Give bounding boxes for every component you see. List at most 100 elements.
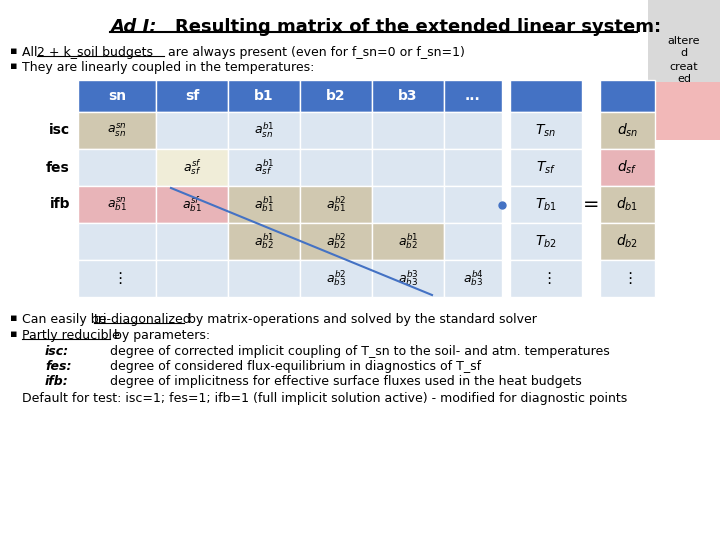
- Text: $a_{b1}^{sn}$: $a_{b1}^{sn}$: [107, 195, 127, 213]
- Bar: [156, 149, 228, 186]
- Text: d: d: [680, 48, 688, 58]
- Text: $a_{sf}^{b1}$: $a_{sf}^{b1}$: [253, 158, 274, 177]
- Bar: [78, 80, 156, 112]
- Text: ▪: ▪: [10, 313, 17, 323]
- Bar: [156, 223, 228, 260]
- Text: $a_{b3}^{b4}$: $a_{b3}^{b4}$: [463, 269, 483, 288]
- Text: sn: sn: [108, 89, 126, 103]
- Text: Resulting matrix of the extended linear system:: Resulting matrix of the extended linear …: [150, 18, 661, 36]
- Text: ▪: ▪: [10, 46, 17, 56]
- Bar: [228, 149, 300, 186]
- Bar: [228, 260, 300, 297]
- Text: b2: b2: [326, 89, 346, 103]
- Bar: [600, 186, 655, 223]
- Text: =: =: [582, 195, 599, 214]
- Text: $a_{b1}^{b2}$: $a_{b1}^{b2}$: [326, 195, 346, 214]
- Text: isc:: isc:: [45, 345, 69, 358]
- Bar: [300, 260, 372, 297]
- Text: by matrix-operations and solved by the standard solver: by matrix-operations and solved by the s…: [184, 313, 537, 326]
- Text: ed: ed: [677, 74, 691, 84]
- Text: b3: b3: [398, 89, 418, 103]
- Bar: [228, 80, 300, 112]
- Text: $T_{sf}$: $T_{sf}$: [536, 159, 556, 176]
- Text: $a_{b1}^{sf}$: $a_{b1}^{sf}$: [182, 195, 202, 214]
- Bar: [510, 186, 582, 223]
- Text: sf: sf: [185, 89, 199, 103]
- Text: $d_{b2}$: $d_{b2}$: [616, 233, 639, 250]
- Bar: [228, 186, 300, 223]
- Bar: [300, 223, 372, 260]
- Bar: [600, 260, 655, 297]
- Text: by parameters:: by parameters:: [110, 329, 210, 342]
- Text: degree of considered flux-equilibrium in diagnostics of T_sf: degree of considered flux-equilibrium in…: [110, 360, 481, 373]
- Text: Partly reducible: Partly reducible: [22, 329, 120, 342]
- Text: $T_{b1}$: $T_{b1}$: [535, 197, 557, 213]
- Text: fes: fes: [46, 160, 70, 174]
- Bar: [78, 149, 156, 186]
- Bar: [228, 223, 300, 260]
- Text: Default for test: isc=1; fes=1; ifb=1 (full implicit solution active) - modified: Default for test: isc=1; fes=1; ifb=1 (f…: [22, 392, 627, 405]
- Bar: [510, 260, 582, 297]
- Bar: [156, 112, 228, 149]
- Text: fes:: fes:: [45, 360, 71, 373]
- Text: $\vdots$: $\vdots$: [112, 271, 122, 287]
- Bar: [78, 260, 156, 297]
- Bar: [156, 186, 228, 223]
- Text: ▪: ▪: [10, 329, 17, 339]
- Text: creat: creat: [670, 62, 698, 72]
- Bar: [300, 112, 372, 149]
- Bar: [372, 260, 444, 297]
- Bar: [444, 186, 502, 223]
- Bar: [372, 80, 444, 112]
- Bar: [300, 186, 372, 223]
- Bar: [648, 82, 720, 140]
- Text: degree of corrected implicit coupling of T_sn to the soil- and atm. temperatures: degree of corrected implicit coupling of…: [110, 345, 610, 358]
- Text: All: All: [22, 46, 42, 59]
- Bar: [372, 223, 444, 260]
- Bar: [156, 80, 228, 112]
- Text: altere: altere: [667, 36, 701, 46]
- Bar: [300, 149, 372, 186]
- Bar: [444, 260, 502, 297]
- Text: $a_{b3}^{b3}$: $a_{b3}^{b3}$: [397, 269, 418, 288]
- Bar: [600, 112, 655, 149]
- Bar: [372, 186, 444, 223]
- Bar: [444, 223, 502, 260]
- Bar: [510, 223, 582, 260]
- Text: $a_{sn}^{sn}$: $a_{sn}^{sn}$: [107, 122, 127, 139]
- Bar: [228, 112, 300, 149]
- Bar: [510, 80, 582, 112]
- Bar: [444, 149, 502, 186]
- Bar: [78, 186, 156, 223]
- Text: $d_{b1}$: $d_{b1}$: [616, 196, 639, 213]
- Text: ▪: ▪: [10, 61, 17, 71]
- Bar: [648, 0, 720, 82]
- Text: $a_{b3}^{b2}$: $a_{b3}^{b2}$: [326, 269, 346, 288]
- Text: tri-diagonalized: tri-diagonalized: [94, 313, 192, 326]
- Text: $d_{sn}$: $d_{sn}$: [617, 122, 638, 139]
- Bar: [444, 80, 502, 112]
- Bar: [372, 149, 444, 186]
- Bar: [510, 112, 582, 149]
- Text: ifb:: ifb:: [45, 375, 68, 388]
- Text: $\vdots$: $\vdots$: [541, 271, 552, 287]
- Bar: [444, 112, 502, 149]
- Text: $a_{b1}^{b1}$: $a_{b1}^{b1}$: [253, 195, 274, 214]
- Text: $a_{b2}^{b1}$: $a_{b2}^{b1}$: [397, 232, 418, 251]
- Text: $a_{sn}^{b1}$: $a_{sn}^{b1}$: [253, 121, 274, 140]
- Text: isc: isc: [49, 124, 70, 138]
- Text: Can easily be: Can easily be: [22, 313, 110, 326]
- Text: degree of implicitness for effective surface fluxes used in the heat budgets: degree of implicitness for effective sur…: [110, 375, 582, 388]
- Bar: [78, 223, 156, 260]
- Bar: [600, 223, 655, 260]
- Text: 2 + k_soil budgets: 2 + k_soil budgets: [37, 46, 153, 59]
- Text: $T_{b2}$: $T_{b2}$: [535, 233, 557, 249]
- Text: are always present (even for f_sn=0 or f_sn=1): are always present (even for f_sn=0 or f…: [164, 46, 465, 59]
- Text: $a_{b2}^{b1}$: $a_{b2}^{b1}$: [253, 232, 274, 251]
- Bar: [156, 260, 228, 297]
- Text: Ad I:: Ad I:: [110, 18, 156, 36]
- Text: $d_{sf}$: $d_{sf}$: [617, 159, 638, 176]
- Bar: [78, 112, 156, 149]
- Text: $a_{sf}^{sf}$: $a_{sf}^{sf}$: [182, 158, 202, 177]
- Bar: [600, 80, 655, 112]
